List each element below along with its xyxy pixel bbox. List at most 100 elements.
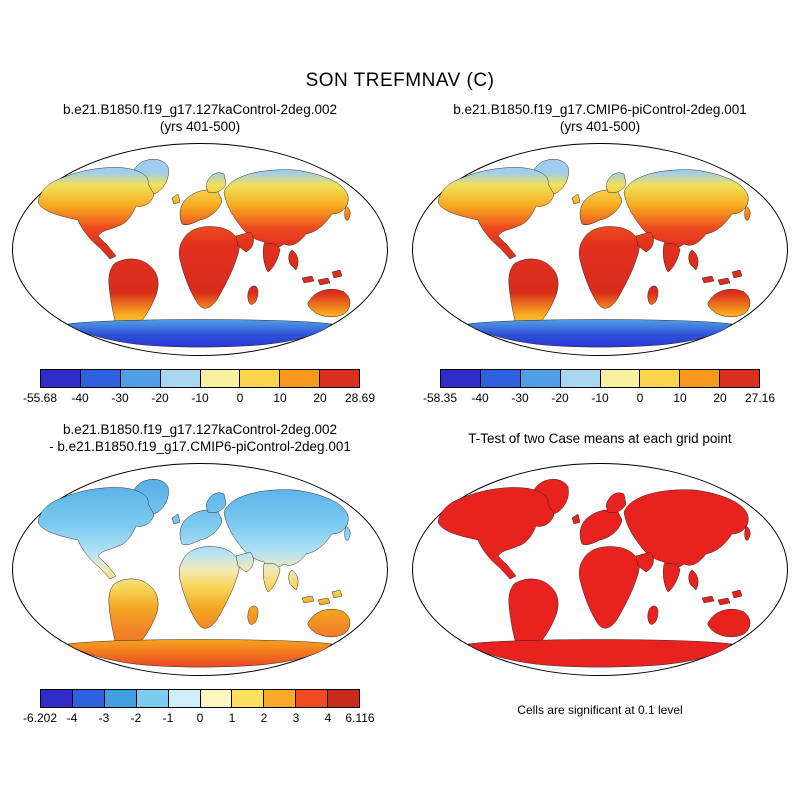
colorbar-tick-label: 0 [636,391,644,405]
scandinavia [205,172,227,193]
indochina [688,249,699,271]
panel-case2-subtitle: (yrs 401-500) [559,119,641,134]
australia [707,609,751,638]
scandinavia [605,492,627,513]
colorbar-segment [41,370,81,387]
british-isles [571,513,581,525]
india [662,563,681,593]
colorbar-bar [440,369,760,388]
world-map-diff [12,463,388,676]
indonesia-east [717,277,731,286]
colorbar-tick-label: -58.35 [422,391,458,405]
india [662,243,681,273]
new-guinea [331,589,343,599]
colorbar-tick-label: -6.202 [22,711,58,725]
colorbar-segment [240,370,281,387]
colorbar-tick-label: -55.68 [22,391,58,405]
scandinavia [205,492,227,513]
colorbar-segment [680,370,721,387]
north-america [37,487,155,580]
panel-ttest: T-Test of two Case means at each grid po… [408,420,792,717]
indonesia-east [317,277,331,286]
colorbar-tick-label: 20 [313,391,327,405]
colorbar-segment [200,370,241,387]
panel-difference-title-block: b.e21.B1850.f19_g17.127kaControl-2deg.00… [8,420,392,456]
colorbar-segment [520,370,561,387]
indochina [288,569,299,591]
new-guinea [731,589,743,599]
colorbar-segment [168,690,201,707]
colorbar-segment [72,690,105,707]
colorbar-tick-label: -1 [162,711,174,725]
africa [178,546,240,629]
colorbar-segment [41,690,73,707]
africa [578,546,640,629]
panel-ttest-title-block: T-Test of two Case means at each grid po… [408,420,792,456]
europe [579,509,623,546]
panel-case2-title: b.e21.B1850.f19_g17.CMIP6-piControl-2deg… [453,102,747,117]
colorbar-segment [120,370,161,387]
colorbar-segment [441,370,481,387]
indonesia-east [717,597,731,606]
colorbar-segment [232,690,265,707]
japan [344,205,351,221]
colorbar-segment [136,690,169,707]
colorbar-segment [264,690,297,707]
colorbar-segment [480,370,521,387]
colorbar-tick-labels: -58.35 -40 -30 -20 -10 0 10 20 27.16 [423,391,775,406]
colorbar-segment [80,370,121,387]
europe [179,509,223,546]
antarctica [467,639,733,668]
north-america [437,487,555,580]
colorbar-segment [320,370,359,387]
arabia [635,551,654,573]
significance-note: Cells are significant at 0.1 level [517,703,683,717]
figure-title: SON TREFMNAV (C) [305,70,495,91]
colorbar-tick-label: -10 [591,391,609,405]
north-america [437,167,555,260]
colorbar-tick-label: -20 [551,391,569,405]
colorbar-tick-label: 2 [260,711,268,725]
indonesia-east [317,597,331,606]
europe [179,189,223,226]
japan [744,525,751,541]
colorbar-tick-label: -4 [66,711,78,725]
colorbar-segment [328,690,360,707]
world-map-ttest [412,463,788,676]
colorbar-tick-label: 10 [273,391,287,405]
world-map-warm [412,143,788,356]
indochina [688,569,699,591]
madagascar [647,285,659,305]
madagascar [247,605,259,625]
africa [178,226,240,309]
colorbar-tick-label: 4 [324,711,332,725]
colorbar-tick-label: -20 [151,391,169,405]
colorbar-segment [560,370,601,387]
colorbar-segment [160,370,201,387]
panel-case2: b.e21.B1850.f19_g17.CMIP6-piControl-2deg… [408,100,792,406]
australia [307,289,351,318]
british-isles [171,193,181,205]
map-case2 [410,142,790,357]
colorbar-tick-label: -3 [98,711,110,725]
panel-case2-title-block: b.e21.B1850.f19_g17.CMIP6-piControl-2deg… [408,100,792,136]
colorbar-bar [40,689,360,708]
indonesia-west [701,275,715,284]
japan [744,205,751,221]
colorbar-tick-label: -30 [511,391,529,405]
colorbar-tick-label: -30 [111,391,129,405]
colorbar-segment [640,370,681,387]
colorbar-tick-labels: -55.68 -40 -30 -20 -10 0 10 20 28.69 [23,391,375,406]
panel-case1-title: b.e21.B1850.f19_g17.127kaControl-2deg.00… [63,102,337,117]
new-guinea [331,269,343,279]
colorbar-segment [296,690,329,707]
new-guinea [731,269,743,279]
panel-case1-title-block: b.e21.B1850.f19_g17.127kaControl-2deg.00… [8,100,392,136]
colorbar-tick-label: 20 [713,391,727,405]
australia [707,289,751,318]
arabia [235,231,254,253]
arabia [235,551,254,573]
colorbar-segment [720,370,759,387]
africa [578,226,640,309]
